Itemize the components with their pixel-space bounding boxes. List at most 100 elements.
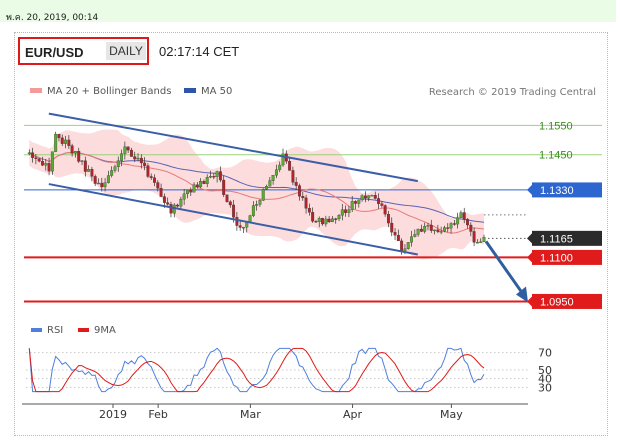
candle bbox=[265, 186, 268, 190]
candle bbox=[360, 195, 364, 201]
candle bbox=[373, 195, 377, 199]
bollinger-band bbox=[29, 129, 485, 260]
rsi-tick-50: 50 bbox=[538, 364, 552, 377]
candle bbox=[436, 229, 440, 232]
period-button[interactable]: DAILY bbox=[106, 42, 146, 60]
candle bbox=[278, 164, 282, 170]
candle bbox=[116, 160, 120, 168]
ma20-line bbox=[28, 152, 485, 234]
level-tag-1.1165 bbox=[532, 230, 602, 246]
x-tick-label-May: May bbox=[440, 408, 463, 421]
candle bbox=[393, 232, 397, 236]
candle bbox=[192, 184, 196, 193]
candle bbox=[123, 146, 127, 154]
candle bbox=[330, 218, 334, 223]
candle bbox=[64, 139, 67, 144]
candle bbox=[419, 228, 423, 232]
rsi-line bbox=[28, 347, 485, 393]
candle bbox=[202, 181, 206, 184]
candle bbox=[324, 218, 328, 225]
candle bbox=[452, 223, 456, 225]
chart-frame bbox=[14, 32, 608, 436]
candle bbox=[482, 237, 486, 242]
candle bbox=[54, 133, 58, 152]
level-tag-pointer-1.1100 bbox=[527, 252, 532, 263]
candle bbox=[242, 227, 245, 229]
level-tag-text-1.0950: 1.0950 bbox=[540, 296, 574, 308]
candle bbox=[113, 166, 117, 171]
candle bbox=[439, 231, 443, 233]
candle bbox=[459, 212, 463, 218]
candle bbox=[41, 160, 44, 166]
candle bbox=[268, 180, 272, 187]
candle bbox=[232, 204, 236, 218]
candle bbox=[235, 217, 239, 226]
rsi-tick-30: 30 bbox=[538, 381, 552, 394]
candle bbox=[110, 170, 114, 176]
legend-swatch-0 bbox=[30, 88, 42, 93]
candle bbox=[37, 158, 41, 162]
candle bbox=[195, 184, 199, 188]
candle bbox=[413, 234, 417, 237]
candle bbox=[77, 150, 81, 162]
candle bbox=[357, 199, 361, 204]
x-tick-label-Apr: Apr bbox=[343, 408, 363, 421]
level-tag-1.1330 bbox=[532, 182, 602, 198]
candle bbox=[133, 156, 137, 160]
candle bbox=[416, 228, 420, 235]
candle bbox=[403, 248, 407, 252]
legend-swatch-1 bbox=[184, 88, 196, 93]
candle bbox=[377, 198, 381, 204]
level-tag-text-1.1330: 1.1330 bbox=[540, 185, 574, 197]
candle bbox=[426, 225, 430, 227]
candle bbox=[301, 196, 305, 199]
candle bbox=[429, 225, 433, 231]
chart-credit: Research © 2019 Trading Central bbox=[429, 87, 596, 98]
level-tag-pointer-1.1165 bbox=[527, 233, 532, 244]
level-label-1.1550: 1.1550 bbox=[539, 120, 573, 132]
candle bbox=[215, 171, 219, 177]
candle bbox=[423, 226, 427, 232]
candle bbox=[281, 153, 285, 166]
candle bbox=[31, 152, 35, 158]
candle bbox=[159, 188, 163, 197]
candle bbox=[337, 215, 341, 220]
candle bbox=[406, 242, 410, 249]
candle bbox=[80, 160, 84, 162]
candle bbox=[176, 204, 180, 207]
candle bbox=[106, 175, 110, 183]
candle bbox=[156, 182, 160, 189]
rsi-legend-label-rsi: RSI bbox=[47, 325, 63, 336]
candle bbox=[466, 219, 469, 226]
candle bbox=[186, 189, 189, 195]
candle bbox=[143, 162, 147, 166]
projection-arrow-head bbox=[516, 286, 528, 303]
candle bbox=[87, 169, 91, 172]
legend-label-0: MA 20 + Bollinger Bands bbox=[47, 86, 171, 97]
candle bbox=[228, 201, 232, 206]
candle bbox=[456, 217, 460, 225]
rsi-legend-swatch-rsi bbox=[31, 328, 42, 332]
candle bbox=[446, 227, 450, 229]
candle bbox=[248, 215, 252, 223]
candle bbox=[347, 209, 351, 213]
candle bbox=[189, 189, 193, 193]
candle bbox=[258, 200, 262, 205]
candle bbox=[472, 231, 476, 243]
server-time: 02:17:14 CET bbox=[159, 44, 240, 59]
ma50-line bbox=[28, 152, 485, 223]
candle bbox=[327, 218, 331, 223]
candle bbox=[67, 139, 71, 146]
candle bbox=[475, 242, 479, 244]
level-tag-1.1100 bbox=[532, 249, 602, 265]
rsi-legend-label-ma: 9MA bbox=[94, 325, 116, 336]
candle bbox=[291, 170, 295, 183]
candle bbox=[255, 204, 259, 206]
pair-label[interactable]: EUR/USD bbox=[25, 45, 84, 60]
candle bbox=[410, 236, 413, 243]
candle bbox=[354, 201, 357, 204]
x-tick-label-2019: 2019 bbox=[99, 408, 127, 421]
candle bbox=[146, 165, 150, 177]
candle bbox=[166, 202, 170, 205]
rsi-ma-line bbox=[28, 347, 485, 393]
